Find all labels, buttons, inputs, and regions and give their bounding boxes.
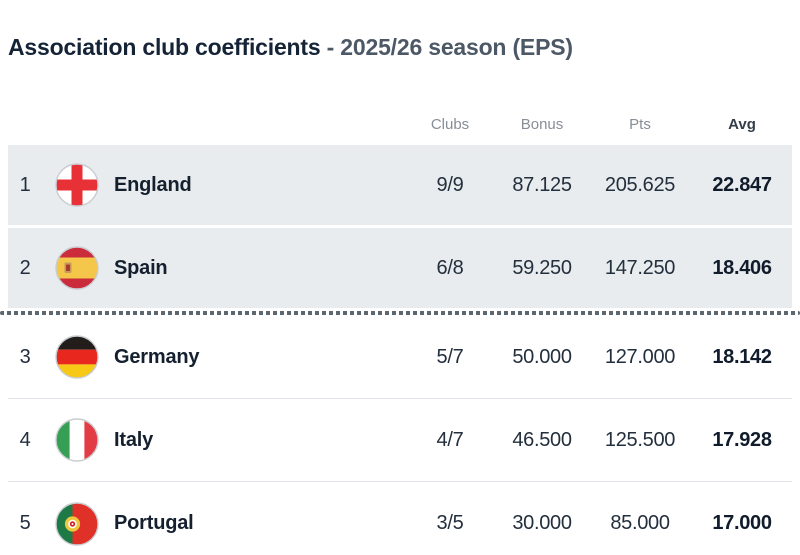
bonus-cell: 87.125 <box>512 173 572 196</box>
table-row[interactable]: 3 Germany 5/7 50.000 127.000 18.142 <box>8 316 792 399</box>
page-title: Association club coefficients - 2025/26 … <box>8 34 792 60</box>
table-row[interactable]: 2 Spain 6/8 59.250 147.250 18.406 <box>8 228 792 308</box>
country-name: Germany <box>114 345 200 368</box>
country-name: England <box>114 173 192 196</box>
portugal-flag-icon <box>55 501 99 546</box>
column-header-bonus: Bonus <box>520 115 564 133</box>
cutoff-dotted-line <box>0 311 800 315</box>
rank-cell: 4 <box>19 428 31 451</box>
clubs-cell: 6/8 <box>436 256 464 279</box>
avg-cell: 22.847 <box>712 173 772 196</box>
rank-cell: 2 <box>19 256 31 279</box>
clubs-cell: 5/7 <box>436 345 464 368</box>
avg-cell: 18.406 <box>712 256 772 279</box>
table-row[interactable]: 1 England 9/9 87.125 205.625 22.847 <box>8 145 792 225</box>
avg-cell: 17.000 <box>712 512 772 534</box>
spain-flag-icon <box>55 246 99 290</box>
rank-cell: 5 <box>19 512 31 534</box>
column-header-avg: Avg <box>728 115 756 133</box>
avg-cell: 17.928 <box>712 428 772 451</box>
england-flag-icon <box>55 163 99 207</box>
germany-flag-icon <box>55 335 99 379</box>
bonus-cell: 46.500 <box>512 428 572 451</box>
italy-flag-icon <box>55 418 99 462</box>
clubs-cell: 3/5 <box>436 512 464 534</box>
pts-cell: 147.250 <box>604 256 676 279</box>
clubs-cell: 4/7 <box>436 428 464 451</box>
country-name: Italy <box>114 428 154 451</box>
column-header-clubs: Clubs <box>430 115 470 133</box>
bonus-cell: 30.000 <box>512 512 572 534</box>
table-body: 1 England 9/9 87.125 205.625 22.847 2 Sp… <box>0 145 800 555</box>
table-row[interactable]: 5 Portugal 3/5 30.000 85.000 17.000 <box>8 482 792 555</box>
column-header-pts: Pts <box>629 115 651 133</box>
pts-cell: 205.625 <box>604 173 676 196</box>
coefficients-table: Clubs Bonus Pts Avg 1 England 9/9 87.125… <box>0 105 800 555</box>
rank-cell: 1 <box>19 173 31 196</box>
pts-cell: 85.000 <box>610 512 670 534</box>
pts-cell: 125.500 <box>604 428 676 451</box>
table-header-row: Clubs Bonus Pts Avg <box>8 105 792 143</box>
rank-cell: 3 <box>19 345 31 368</box>
country-name: Portugal <box>114 512 194 534</box>
avg-cell: 18.142 <box>712 345 772 368</box>
table-row[interactable]: 4 Italy 4/7 46.500 125.500 17.928 <box>8 399 792 482</box>
bonus-cell: 59.250 <box>512 256 572 279</box>
pts-cell: 127.000 <box>604 345 676 368</box>
bonus-cell: 50.000 <box>512 345 572 368</box>
country-name: Spain <box>114 256 168 279</box>
clubs-cell: 9/9 <box>436 173 464 196</box>
page-title-main: Association club coefficients <box>8 34 321 60</box>
page-title-suffix: - 2025/26 season (EPS) <box>320 34 573 60</box>
